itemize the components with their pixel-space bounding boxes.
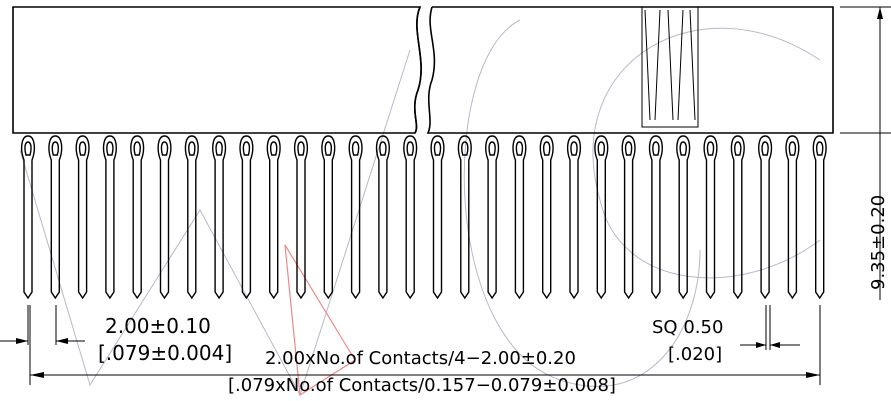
pin bbox=[430, 135, 445, 300]
pin bbox=[621, 135, 636, 300]
pitch-label: 2.00±0.10 bbox=[105, 314, 211, 338]
pin bbox=[648, 135, 663, 300]
pitch-inch-label: [.079±0.004] bbox=[98, 341, 232, 365]
watermark bbox=[19, 19, 821, 397]
pin bbox=[676, 135, 691, 300]
pin bbox=[266, 135, 281, 300]
pin bbox=[75, 135, 90, 300]
pin bbox=[293, 135, 309, 300]
dimension-lines bbox=[0, 6, 891, 385]
pin bbox=[512, 135, 527, 300]
height-label: 9.35±0.20 bbox=[868, 195, 889, 290]
pin bbox=[130, 135, 145, 300]
pin bbox=[566, 135, 582, 300]
length-inch-label: [.079xNo.of Contacts/0.157−0.079±0.008] bbox=[228, 375, 616, 396]
pin-square-inch-label: [.020] bbox=[668, 344, 722, 365]
pin bbox=[403, 135, 418, 300]
pin bbox=[48, 135, 63, 300]
pin bbox=[785, 135, 800, 300]
pin bbox=[457, 135, 472, 300]
pin bbox=[348, 135, 363, 300]
pin bbox=[703, 135, 718, 300]
pin bbox=[375, 135, 390, 300]
pin bbox=[730, 135, 745, 300]
pin bbox=[485, 135, 500, 300]
pin bbox=[539, 135, 554, 300]
pin bbox=[102, 135, 117, 300]
pins bbox=[20, 135, 827, 300]
pin-square-label: SQ 0.50 bbox=[652, 317, 723, 338]
pin bbox=[812, 135, 827, 300]
pin bbox=[594, 135, 609, 300]
pin bbox=[758, 135, 773, 300]
pin bbox=[239, 135, 254, 300]
pin bbox=[20, 135, 36, 300]
pin bbox=[184, 135, 199, 300]
housing bbox=[12, 6, 834, 134]
pin bbox=[157, 135, 172, 300]
pin bbox=[212, 135, 227, 300]
pin bbox=[321, 135, 336, 300]
length-label: 2.00xNo.of Contacts/4−2.00±0.20 bbox=[265, 348, 576, 369]
